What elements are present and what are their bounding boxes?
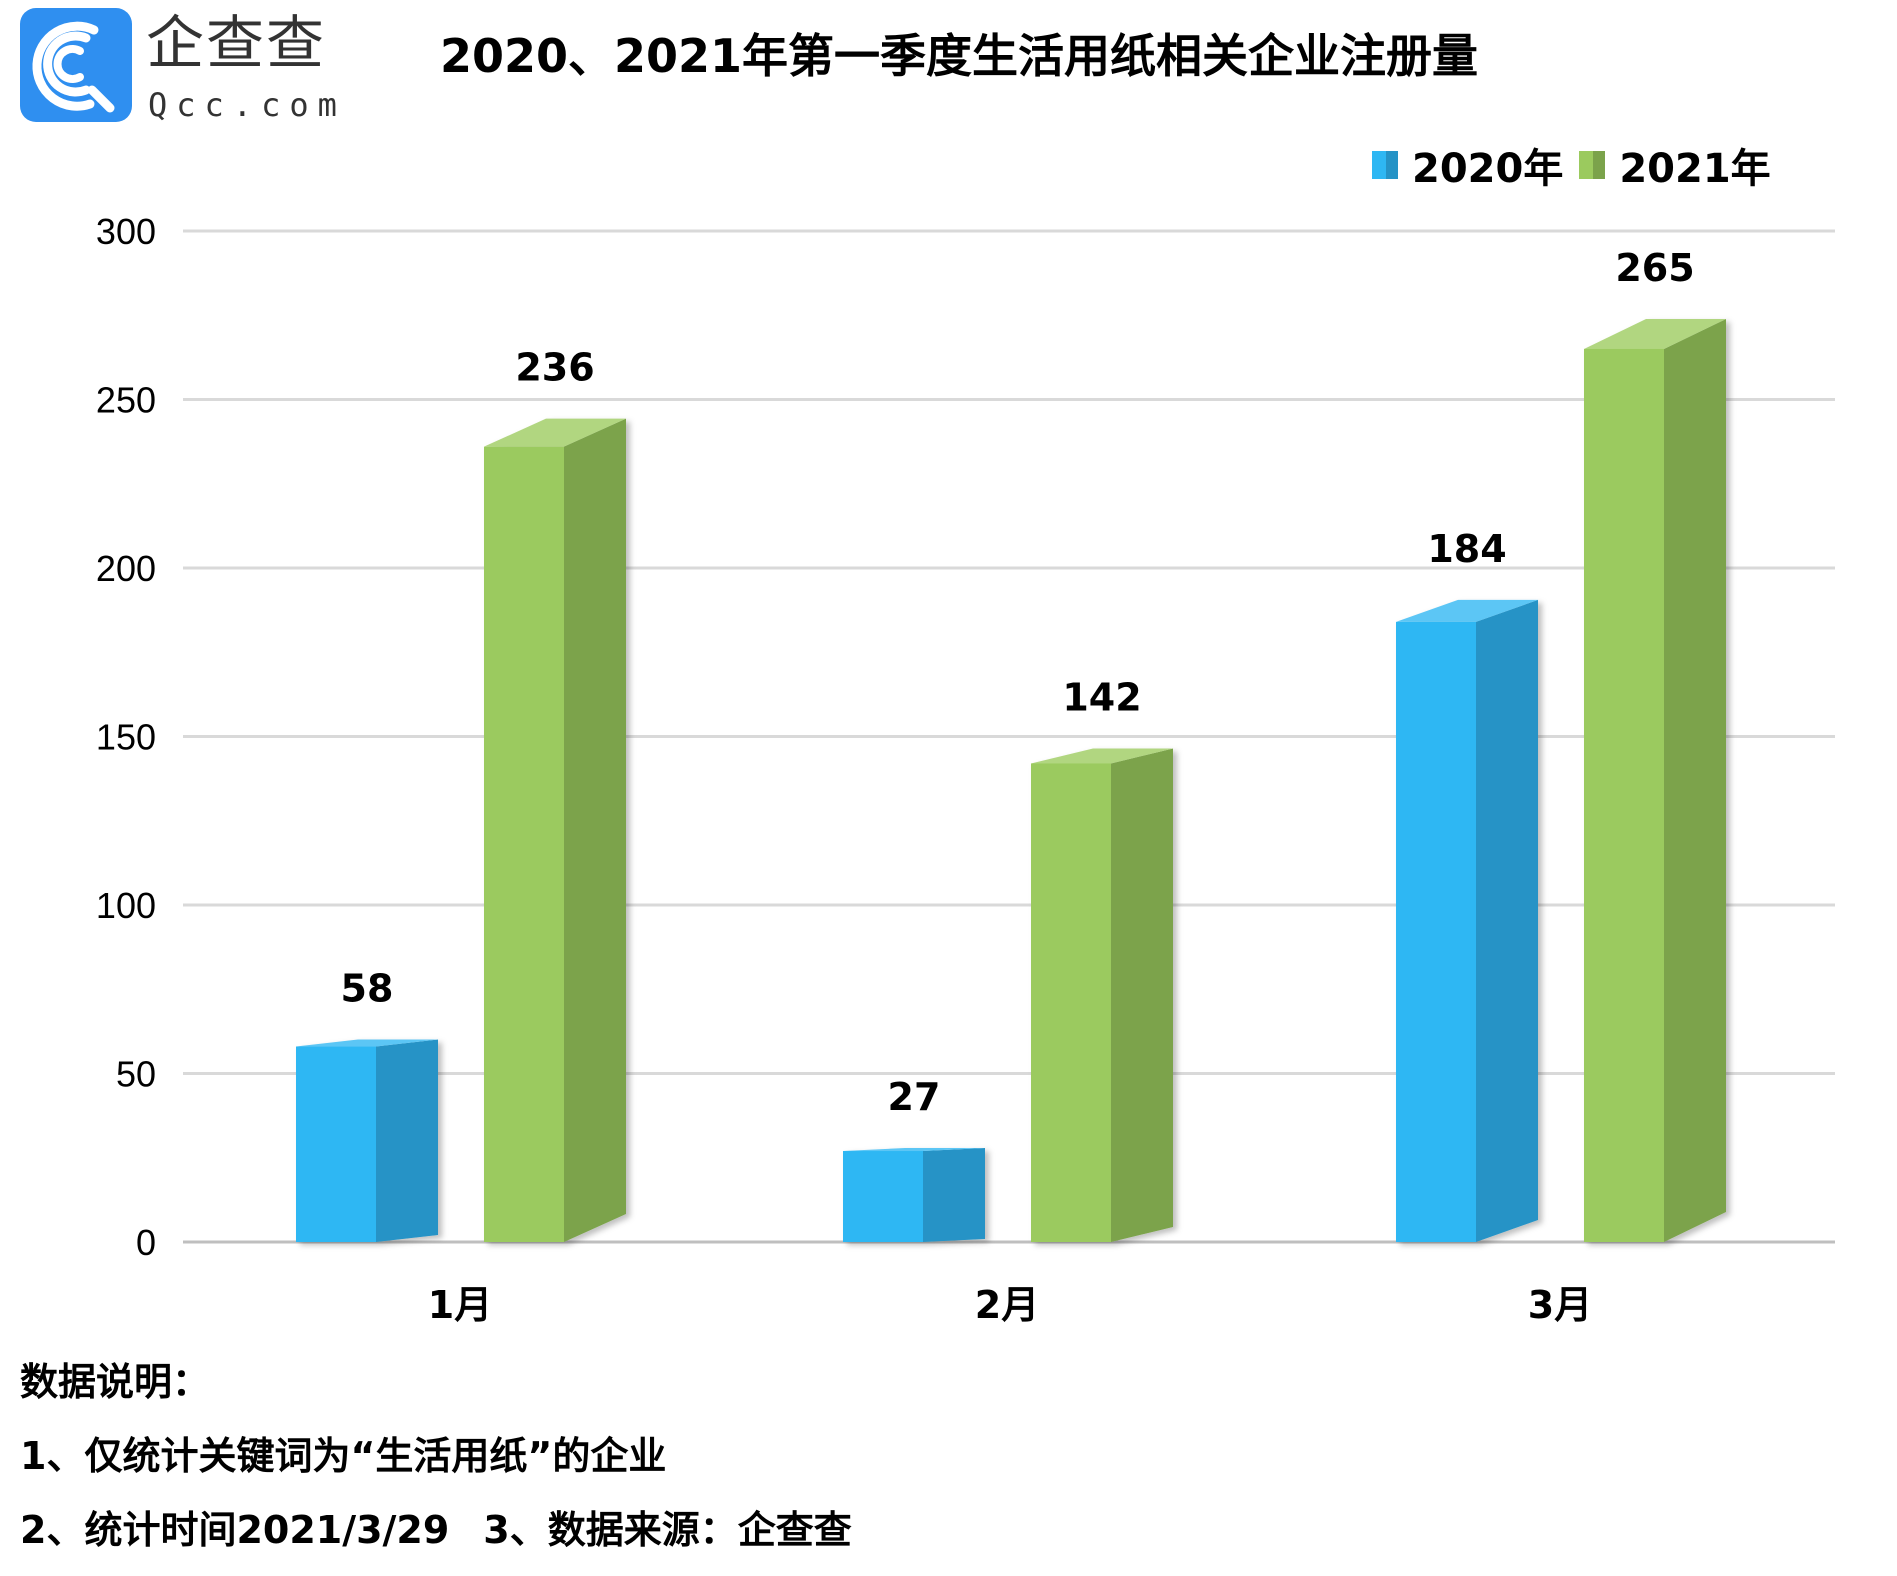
y-tick-label: 300	[96, 211, 156, 252]
bar-top-face	[1584, 318, 1726, 349]
legend-swatch-2021	[1579, 151, 1606, 179]
notes-line-2: 2、统计时间2021/3/29 3、数据来源：企查查	[20, 1493, 852, 1567]
bar-side-face	[376, 1039, 438, 1242]
bar-side-face	[923, 1148, 985, 1242]
bar-side-face	[1111, 748, 1173, 1242]
x-tick-label: 1月	[428, 1283, 492, 1327]
legend-item-2021: 2021年	[1579, 136, 1771, 194]
y-tick-label: 100	[96, 885, 156, 926]
x-tick-label: 3月	[1528, 1283, 1592, 1327]
bar-top-face	[1031, 748, 1173, 764]
bar-front-face	[1396, 621, 1476, 1242]
notes-line-2b: 3、数据来源：企查查	[483, 1508, 852, 1552]
x-tick-label: 2月	[975, 1283, 1039, 1327]
bar-2020年-2月	[843, 1148, 985, 1242]
data-label: 184	[1427, 527, 1506, 571]
bar-2020年-3月	[1396, 599, 1538, 1242]
logo-text-cn: 企查查	[146, 9, 327, 77]
y-tick-label: 250	[96, 380, 156, 421]
y-tick-label: 200	[96, 548, 156, 589]
bar-2021年-3月	[1584, 318, 1726, 1242]
notes-heading: 数据说明：	[20, 1360, 211, 1404]
data-label: 27	[888, 1075, 941, 1119]
chart-legend: 2020年 2021年	[1372, 140, 1787, 192]
data-notes: 数据说明： 1、仅统计关键词为“生活用纸”的企业 2、统计时间2021/3/29…	[20, 1345, 852, 1567]
y-tick-label: 0	[136, 1222, 156, 1263]
y-tick-label: 150	[96, 717, 156, 758]
bar-side-face	[1664, 318, 1726, 1242]
legend-item-2020: 2020年	[1372, 136, 1563, 194]
chart-plot-area: 0 50 100 150 200 250 300 58 236 27 142 184 265 1月 2月…	[96, 211, 1835, 1327]
legend-label-2020: 2020年	[1412, 146, 1564, 192]
bar-2020年-1月	[296, 1039, 438, 1242]
bar-2021年-2月	[1031, 748, 1173, 1242]
bar-top-face	[296, 1039, 438, 1047]
bar-front-face	[1584, 348, 1664, 1242]
data-label: 142	[1062, 675, 1141, 719]
qcc-logo-icon	[20, 8, 132, 122]
data-label: 236	[515, 346, 594, 390]
notes-line-1: 1、仅统计关键词为“生活用纸”的企业	[20, 1434, 667, 1478]
bar-front-face	[1031, 763, 1111, 1242]
bar-top-face	[1396, 599, 1538, 622]
legend-label-2021: 2021年	[1619, 146, 1771, 192]
chart-title: 2020、2021年第一季度生活用纸相关企业注册量	[440, 29, 1479, 83]
data-label: 58	[341, 967, 394, 1011]
y-tick-label: 50	[116, 1054, 156, 1095]
data-label: 265	[1615, 246, 1694, 290]
bar-top-face	[843, 1148, 985, 1152]
logo-q-glyph	[32, 21, 115, 113]
bar-side-face	[1476, 599, 1538, 1242]
notes-line-2a: 2、统计时间2021/3/29	[20, 1508, 450, 1552]
logo-text-en: Qcc.com	[148, 86, 346, 124]
bar-2021年-1月	[484, 418, 626, 1242]
bar-side-face	[564, 418, 626, 1242]
bar-front-face	[296, 1046, 376, 1242]
bar-front-face	[843, 1151, 923, 1242]
bar-front-face	[484, 446, 564, 1242]
legend-swatch-2020	[1372, 151, 1398, 179]
bar-top-face	[484, 418, 626, 447]
